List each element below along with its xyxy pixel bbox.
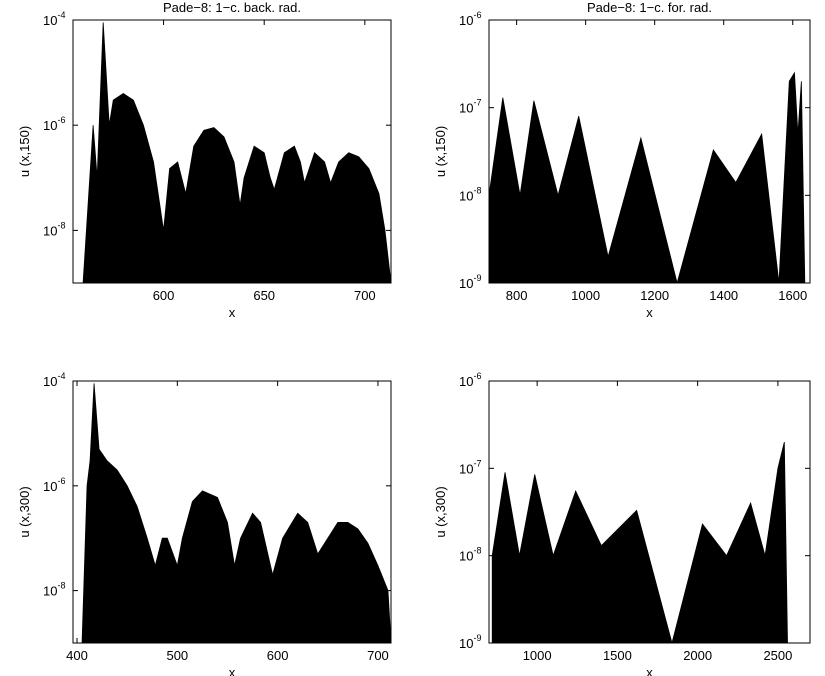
y-tick-label: 10-4 bbox=[43, 10, 65, 28]
x-tick-label: 1500 bbox=[603, 648, 632, 663]
y-tick-label: 10-6 bbox=[43, 115, 65, 133]
x-tick-label: 400 bbox=[66, 648, 88, 663]
y-tick-label: 10-7 bbox=[459, 458, 481, 476]
signal-area bbox=[489, 71, 806, 283]
x-tick-label: 600 bbox=[267, 648, 289, 663]
x-tick-label: 600 bbox=[153, 288, 175, 303]
y-axis-label: u (x,300) bbox=[17, 486, 32, 537]
x-axis-label: x bbox=[229, 305, 236, 320]
axes-box bbox=[488, 19, 811, 284]
y-tick-label: 10-6 bbox=[459, 10, 481, 28]
x-tick-label: 1400 bbox=[709, 288, 738, 303]
x-tick-label: 2500 bbox=[763, 648, 792, 663]
x-axis-label: x bbox=[646, 665, 653, 676]
subplot: 800 1000 1200 1400 1600 10-6 10-7 10-8 10-9 Pade−… bbox=[433, 0, 811, 320]
y-tick-label: 10-8 bbox=[459, 185, 481, 203]
x-tick-label: 500 bbox=[166, 648, 188, 663]
x-tick-label: 650 bbox=[253, 288, 275, 303]
y-tick-label: 10-6 bbox=[43, 476, 65, 494]
axes-box bbox=[72, 380, 392, 644]
signal-area bbox=[82, 22, 391, 283]
subplot: 1000 1500 2000 2500 10-6 10-7 10-8 10-9 x u (x,30… bbox=[433, 371, 811, 676]
subplot-title: Pade−8: 1−c. for. rad. bbox=[587, 0, 712, 15]
y-tick-label: 10-4 bbox=[43, 371, 65, 389]
y-tick-label: 10-7 bbox=[459, 98, 481, 116]
y-tick-label: 10-9 bbox=[459, 273, 481, 291]
x-tick-label: 700 bbox=[367, 648, 389, 663]
y-tick-label: 10-8 bbox=[459, 546, 481, 564]
y-tick-label: 10-6 bbox=[459, 371, 481, 389]
subplot-title: Pade−8: 1−c. back. rad. bbox=[163, 0, 301, 15]
y-axis-label: u (x,150) bbox=[433, 126, 448, 177]
x-tick-label: 2000 bbox=[683, 648, 712, 663]
y-axis-label: u (x,150) bbox=[17, 126, 32, 177]
x-tick-label: 1000 bbox=[523, 648, 552, 663]
x-tick-label: 1600 bbox=[778, 288, 807, 303]
signal-area bbox=[491, 441, 788, 643]
x-axis-label: x bbox=[229, 665, 236, 676]
y-tick-label: 10-8 bbox=[43, 220, 65, 238]
axes-box bbox=[72, 19, 392, 284]
subplot: 600 650 700 10-4 10-6 10-8 Pade−8: 1−c. back. … bbox=[17, 0, 392, 320]
axes-box bbox=[488, 380, 811, 644]
y-axis-label: u (x,300) bbox=[433, 486, 448, 537]
x-tick-label: 1200 bbox=[640, 288, 669, 303]
y-tick-label: 10-9 bbox=[459, 633, 481, 651]
x-tick-label: 800 bbox=[506, 288, 528, 303]
x-tick-label: 1000 bbox=[571, 288, 600, 303]
x-axis-label: x bbox=[646, 305, 653, 320]
y-tick-label: 10-8 bbox=[43, 581, 65, 599]
x-tick-label: 700 bbox=[354, 288, 376, 303]
signal-area bbox=[81, 383, 391, 643]
subplot: 400 500 600 700 10-4 10-6 10-8 x u (x,300) bbox=[17, 371, 392, 676]
